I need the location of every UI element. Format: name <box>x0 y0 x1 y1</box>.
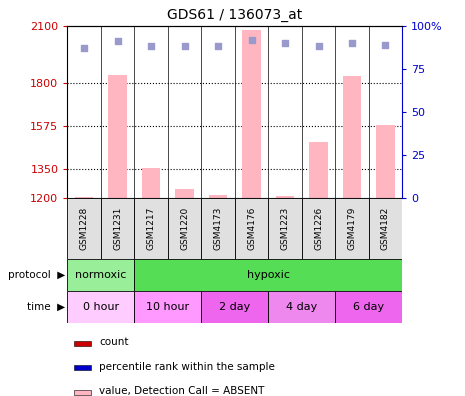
Text: GSM1231: GSM1231 <box>113 207 122 250</box>
Text: 0 hour: 0 hour <box>83 302 119 312</box>
Text: 10 hour: 10 hour <box>146 302 189 312</box>
Bar <box>268 198 302 259</box>
Text: percentile rank within the sample: percentile rank within the sample <box>99 362 275 371</box>
Point <box>248 36 255 43</box>
Title: GDS61 / 136073_at: GDS61 / 136073_at <box>167 8 302 22</box>
Text: time  ▶: time ▶ <box>27 302 65 312</box>
Bar <box>343 76 361 198</box>
Bar <box>67 259 134 291</box>
Bar <box>168 198 201 259</box>
Bar <box>74 390 91 395</box>
Text: 2 day: 2 day <box>219 302 251 312</box>
Text: GSM4182: GSM4182 <box>381 207 390 250</box>
Text: protocol  ▶: protocol ▶ <box>8 270 65 280</box>
Text: value, Detection Call = ABSENT: value, Detection Call = ABSENT <box>99 386 265 396</box>
Text: GSM4173: GSM4173 <box>213 207 223 250</box>
Point <box>214 43 222 50</box>
Text: count: count <box>99 337 128 347</box>
Bar <box>134 291 201 323</box>
Point <box>80 45 88 51</box>
Text: GSM1223: GSM1223 <box>280 207 290 250</box>
Bar <box>369 198 402 259</box>
Text: GSM4179: GSM4179 <box>347 207 357 250</box>
Bar <box>101 198 134 259</box>
Bar <box>268 291 335 323</box>
Text: GSM1217: GSM1217 <box>146 207 156 250</box>
Text: GSM1226: GSM1226 <box>314 207 323 250</box>
Bar <box>235 198 268 259</box>
Bar <box>335 198 369 259</box>
Text: hypoxic: hypoxic <box>247 270 290 280</box>
Bar <box>309 143 328 198</box>
Bar <box>242 30 261 198</box>
Bar <box>302 198 335 259</box>
Bar <box>75 197 93 198</box>
Bar <box>108 74 127 198</box>
Point <box>348 40 356 46</box>
Point <box>114 38 121 44</box>
Text: GSM4176: GSM4176 <box>247 207 256 250</box>
Text: GSM1220: GSM1220 <box>180 207 189 250</box>
Bar <box>134 259 402 291</box>
Text: 6 day: 6 day <box>353 302 384 312</box>
Bar <box>67 198 101 259</box>
Point <box>181 43 188 50</box>
Point <box>281 40 289 46</box>
Bar <box>74 365 91 370</box>
Bar <box>74 341 91 346</box>
Point <box>382 42 389 48</box>
Bar <box>142 168 160 198</box>
Bar <box>201 291 268 323</box>
Text: 4 day: 4 day <box>286 302 318 312</box>
Text: GSM1228: GSM1228 <box>80 207 89 250</box>
Bar <box>134 198 168 259</box>
Bar <box>209 195 227 198</box>
Bar <box>67 291 134 323</box>
Bar <box>276 196 294 198</box>
Point <box>315 43 322 50</box>
Bar <box>335 291 402 323</box>
Bar <box>201 198 235 259</box>
Point <box>147 43 155 50</box>
Bar <box>175 189 194 198</box>
Text: normoxic: normoxic <box>75 270 126 280</box>
Bar <box>376 125 395 198</box>
